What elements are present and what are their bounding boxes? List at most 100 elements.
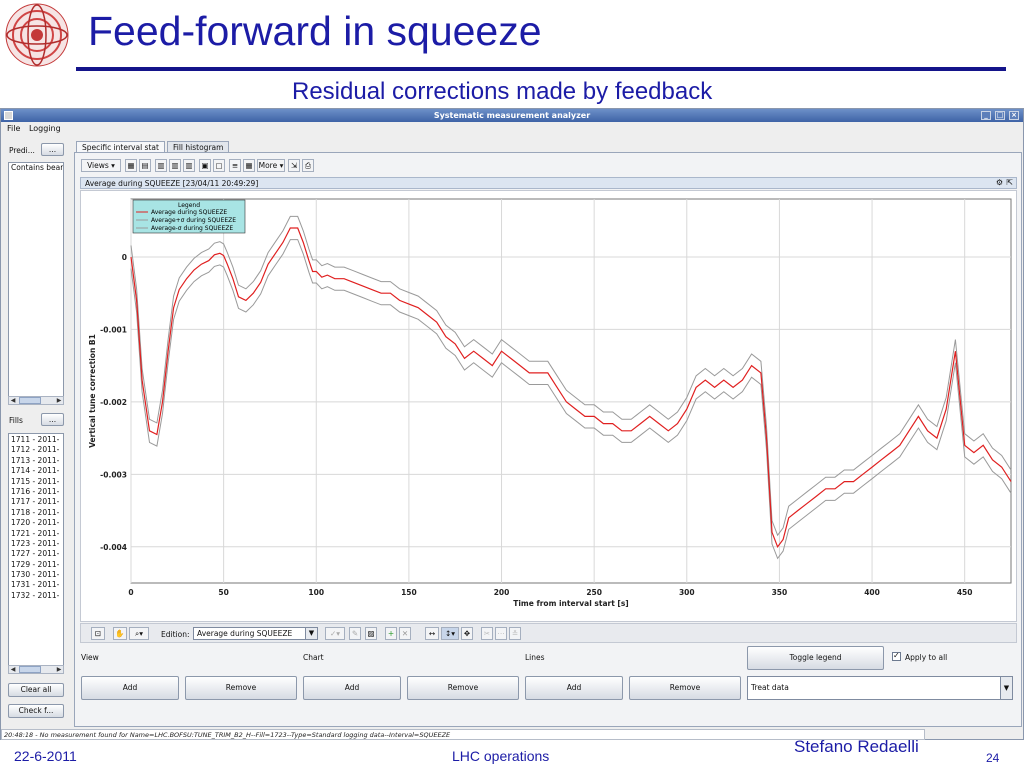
chevron-down-icon[interactable]: ▼ bbox=[305, 628, 317, 639]
columns-2-icon[interactable]: ▥ bbox=[155, 159, 167, 172]
export-icon[interactable]: ⇲ bbox=[288, 159, 300, 172]
fit-icon[interactable]: ⊡ bbox=[91, 627, 105, 640]
fill-list-item[interactable]: 1718 - 2011- bbox=[11, 507, 60, 517]
chart-remove-button[interactable]: Remove bbox=[407, 676, 519, 700]
stack-icon[interactable]: ≛ bbox=[509, 627, 521, 640]
check-button[interactable]: Check f... bbox=[8, 704, 64, 718]
fill-list-item[interactable]: 1713 - 2011- bbox=[11, 455, 60, 465]
view-add-button[interactable]: Add bbox=[81, 676, 179, 700]
add-point-icon[interactable]: + bbox=[385, 627, 397, 640]
brush-icon[interactable]: ✎ bbox=[349, 627, 361, 640]
treat-data-select[interactable]: Treat data ▼ bbox=[747, 676, 1013, 700]
list-item[interactable]: Contains bear bbox=[11, 163, 64, 172]
app-window: Systematic measurement analyzer _ □ × Fi… bbox=[0, 108, 1024, 740]
cern-lhc-logo bbox=[5, 3, 69, 67]
legend-entry: Average-σ during SQUEEZE bbox=[151, 225, 233, 232]
fill-list-item[interactable]: 1731 - 2011- bbox=[11, 580, 60, 590]
minimize-icon[interactable]: _ bbox=[981, 111, 991, 120]
x-axis-label: Time from interval start [s] bbox=[513, 599, 628, 608]
move-icon[interactable]: ✥ bbox=[461, 627, 473, 640]
y-axis-label: Vertical tune correction B1 bbox=[88, 334, 97, 448]
title-divider bbox=[76, 67, 1006, 71]
fills-browse-button[interactable]: ... bbox=[41, 413, 64, 426]
fill-list-item[interactable]: 1732 - 2011- bbox=[11, 590, 60, 600]
fill-list-item[interactable]: 1714 - 2011- bbox=[11, 466, 60, 476]
fill-list-item[interactable]: 1716 - 2011- bbox=[11, 486, 60, 496]
maximize-icon[interactable]: □ bbox=[995, 111, 1005, 120]
view-remove-button[interactable]: Remove bbox=[185, 676, 297, 700]
menu-file[interactable]: File bbox=[7, 124, 21, 133]
fill-list-item[interactable]: 1712 - 2011- bbox=[11, 445, 60, 455]
more-label: More bbox=[258, 161, 278, 170]
predi-list[interactable]: Contains bear bbox=[8, 162, 64, 405]
x-tick-label: 200 bbox=[494, 588, 510, 597]
window-icon[interactable]: ▣ bbox=[199, 159, 211, 172]
fill-list-item[interactable]: 1717 - 2011- bbox=[11, 497, 60, 507]
edition-select[interactable]: Average during SQUEEZE ▼ bbox=[193, 627, 318, 640]
settings-icon[interactable]: ⚙ bbox=[995, 178, 1003, 187]
selection-icon[interactable]: ▨ bbox=[365, 627, 377, 640]
menu-logging[interactable]: Logging bbox=[28, 124, 61, 133]
cut-icon[interactable]: ✂ bbox=[481, 627, 493, 640]
fill-list-item[interactable]: 1729 - 2011- bbox=[11, 559, 60, 569]
fill-list-item[interactable]: 1720 - 2011- bbox=[11, 518, 60, 528]
slide-title: Feed-forward in squeeze bbox=[88, 8, 542, 54]
fills-scrollbar[interactable]: ◀ ▶ bbox=[8, 665, 64, 674]
chart-area[interactable]: 0 50 100 150 200 250 300 350 400 450 0 -0.001 -0.002… bbox=[80, 190, 1017, 622]
hand-icon[interactable]: ✋ bbox=[113, 627, 127, 640]
grid-icon[interactable]: ▦ bbox=[125, 159, 137, 172]
horizontal-resize-icon[interactable]: ↔ bbox=[425, 627, 439, 640]
vertical-resize-icon[interactable]: ↕▾ bbox=[441, 627, 459, 640]
fill-list-item[interactable]: 1711 - 2011- bbox=[11, 435, 60, 444]
fill-list-item[interactable]: 1723 - 2011- bbox=[11, 538, 60, 548]
more-button[interactable]: More ▾ bbox=[257, 159, 285, 172]
window-titlebar[interactable]: Systematic measurement analyzer _ □ × bbox=[1, 109, 1023, 122]
predi-label: Predi... bbox=[9, 146, 35, 155]
toggle-legend-button[interactable]: Toggle legend bbox=[747, 646, 884, 670]
predi-scrollbar[interactable]: ◀ ▶ bbox=[8, 396, 64, 405]
line-chart[interactable]: 0 50 100 150 200 250 300 350 400 450 0 -0.001 -0.002… bbox=[81, 191, 1016, 621]
check-edit-icon[interactable]: ✓▾ bbox=[325, 627, 345, 640]
legend-box bbox=[132, 199, 246, 234]
scroll-left-icon[interactable]: ◀ bbox=[10, 397, 16, 404]
table-view-icon[interactable]: ▦ bbox=[243, 159, 255, 172]
tile-icon[interactable]: ▢ bbox=[213, 159, 225, 172]
detach-icon[interactable]: ⇱ bbox=[1006, 178, 1013, 187]
x-tick-label: 150 bbox=[401, 588, 417, 597]
scroll-thumb[interactable] bbox=[19, 666, 41, 673]
fill-list-item[interactable]: 1730 - 2011- bbox=[11, 570, 60, 580]
clear-all-button[interactable]: Clear all bbox=[8, 683, 64, 697]
columns-4-icon[interactable]: ▥ bbox=[183, 159, 195, 172]
remove-point-icon[interactable]: ✕ bbox=[399, 627, 411, 640]
scroll-left-icon[interactable]: ◀ bbox=[10, 666, 16, 673]
lines-add-button[interactable]: Add bbox=[525, 676, 623, 700]
scroll-right-icon[interactable]: ▶ bbox=[56, 397, 62, 404]
tab-specific-interval-stat[interactable]: Specific interval stat bbox=[76, 141, 165, 153]
chevron-down-icon[interactable]: ▼ bbox=[1000, 677, 1012, 699]
predi-browse-button[interactable]: ... bbox=[41, 143, 64, 156]
tab-fill-histogram[interactable]: Fill histogram bbox=[167, 141, 230, 153]
legend-entry: Average+σ during SQUEEZE bbox=[151, 217, 236, 224]
views-button[interactable]: Views ▾ bbox=[81, 159, 121, 172]
layout-icon[interactable]: ▤ bbox=[139, 159, 151, 172]
fill-list-item[interactable]: 1715 - 2011- bbox=[11, 476, 60, 486]
page-number: 24 bbox=[986, 751, 1000, 765]
close-icon[interactable]: × bbox=[1009, 111, 1019, 120]
scroll-right-icon[interactable]: ▶ bbox=[56, 666, 62, 673]
list-view-icon[interactable]: ≡ bbox=[229, 159, 241, 172]
lines-remove-button[interactable]: Remove bbox=[629, 676, 741, 700]
zoom-icon[interactable]: ⌕▾ bbox=[129, 627, 149, 640]
series-minus-sigma-line bbox=[130, 239, 1012, 560]
columns-3-icon[interactable]: ▥ bbox=[169, 159, 181, 172]
fills-list[interactable]: 1711 - 2011- 1712 - 2011- 1713 - 2011- 1714… bbox=[8, 433, 64, 669]
x-tick-label: 300 bbox=[679, 588, 695, 597]
print-icon[interactable]: ⎙ bbox=[302, 159, 314, 172]
scroll-thumb[interactable] bbox=[19, 397, 41, 404]
chart-add-button[interactable]: Add bbox=[303, 676, 401, 700]
fill-list-item[interactable]: 1727 - 2011- bbox=[11, 549, 60, 559]
fill-list-item[interactable]: 1721 - 2011- bbox=[11, 528, 60, 538]
y-tick-label: -0.003 bbox=[100, 470, 127, 479]
apply-to-all-checkbox[interactable]: ✓ bbox=[892, 651, 901, 661]
x-tick-label: 450 bbox=[957, 588, 973, 597]
dots-icon[interactable]: ⋯ bbox=[495, 627, 507, 640]
